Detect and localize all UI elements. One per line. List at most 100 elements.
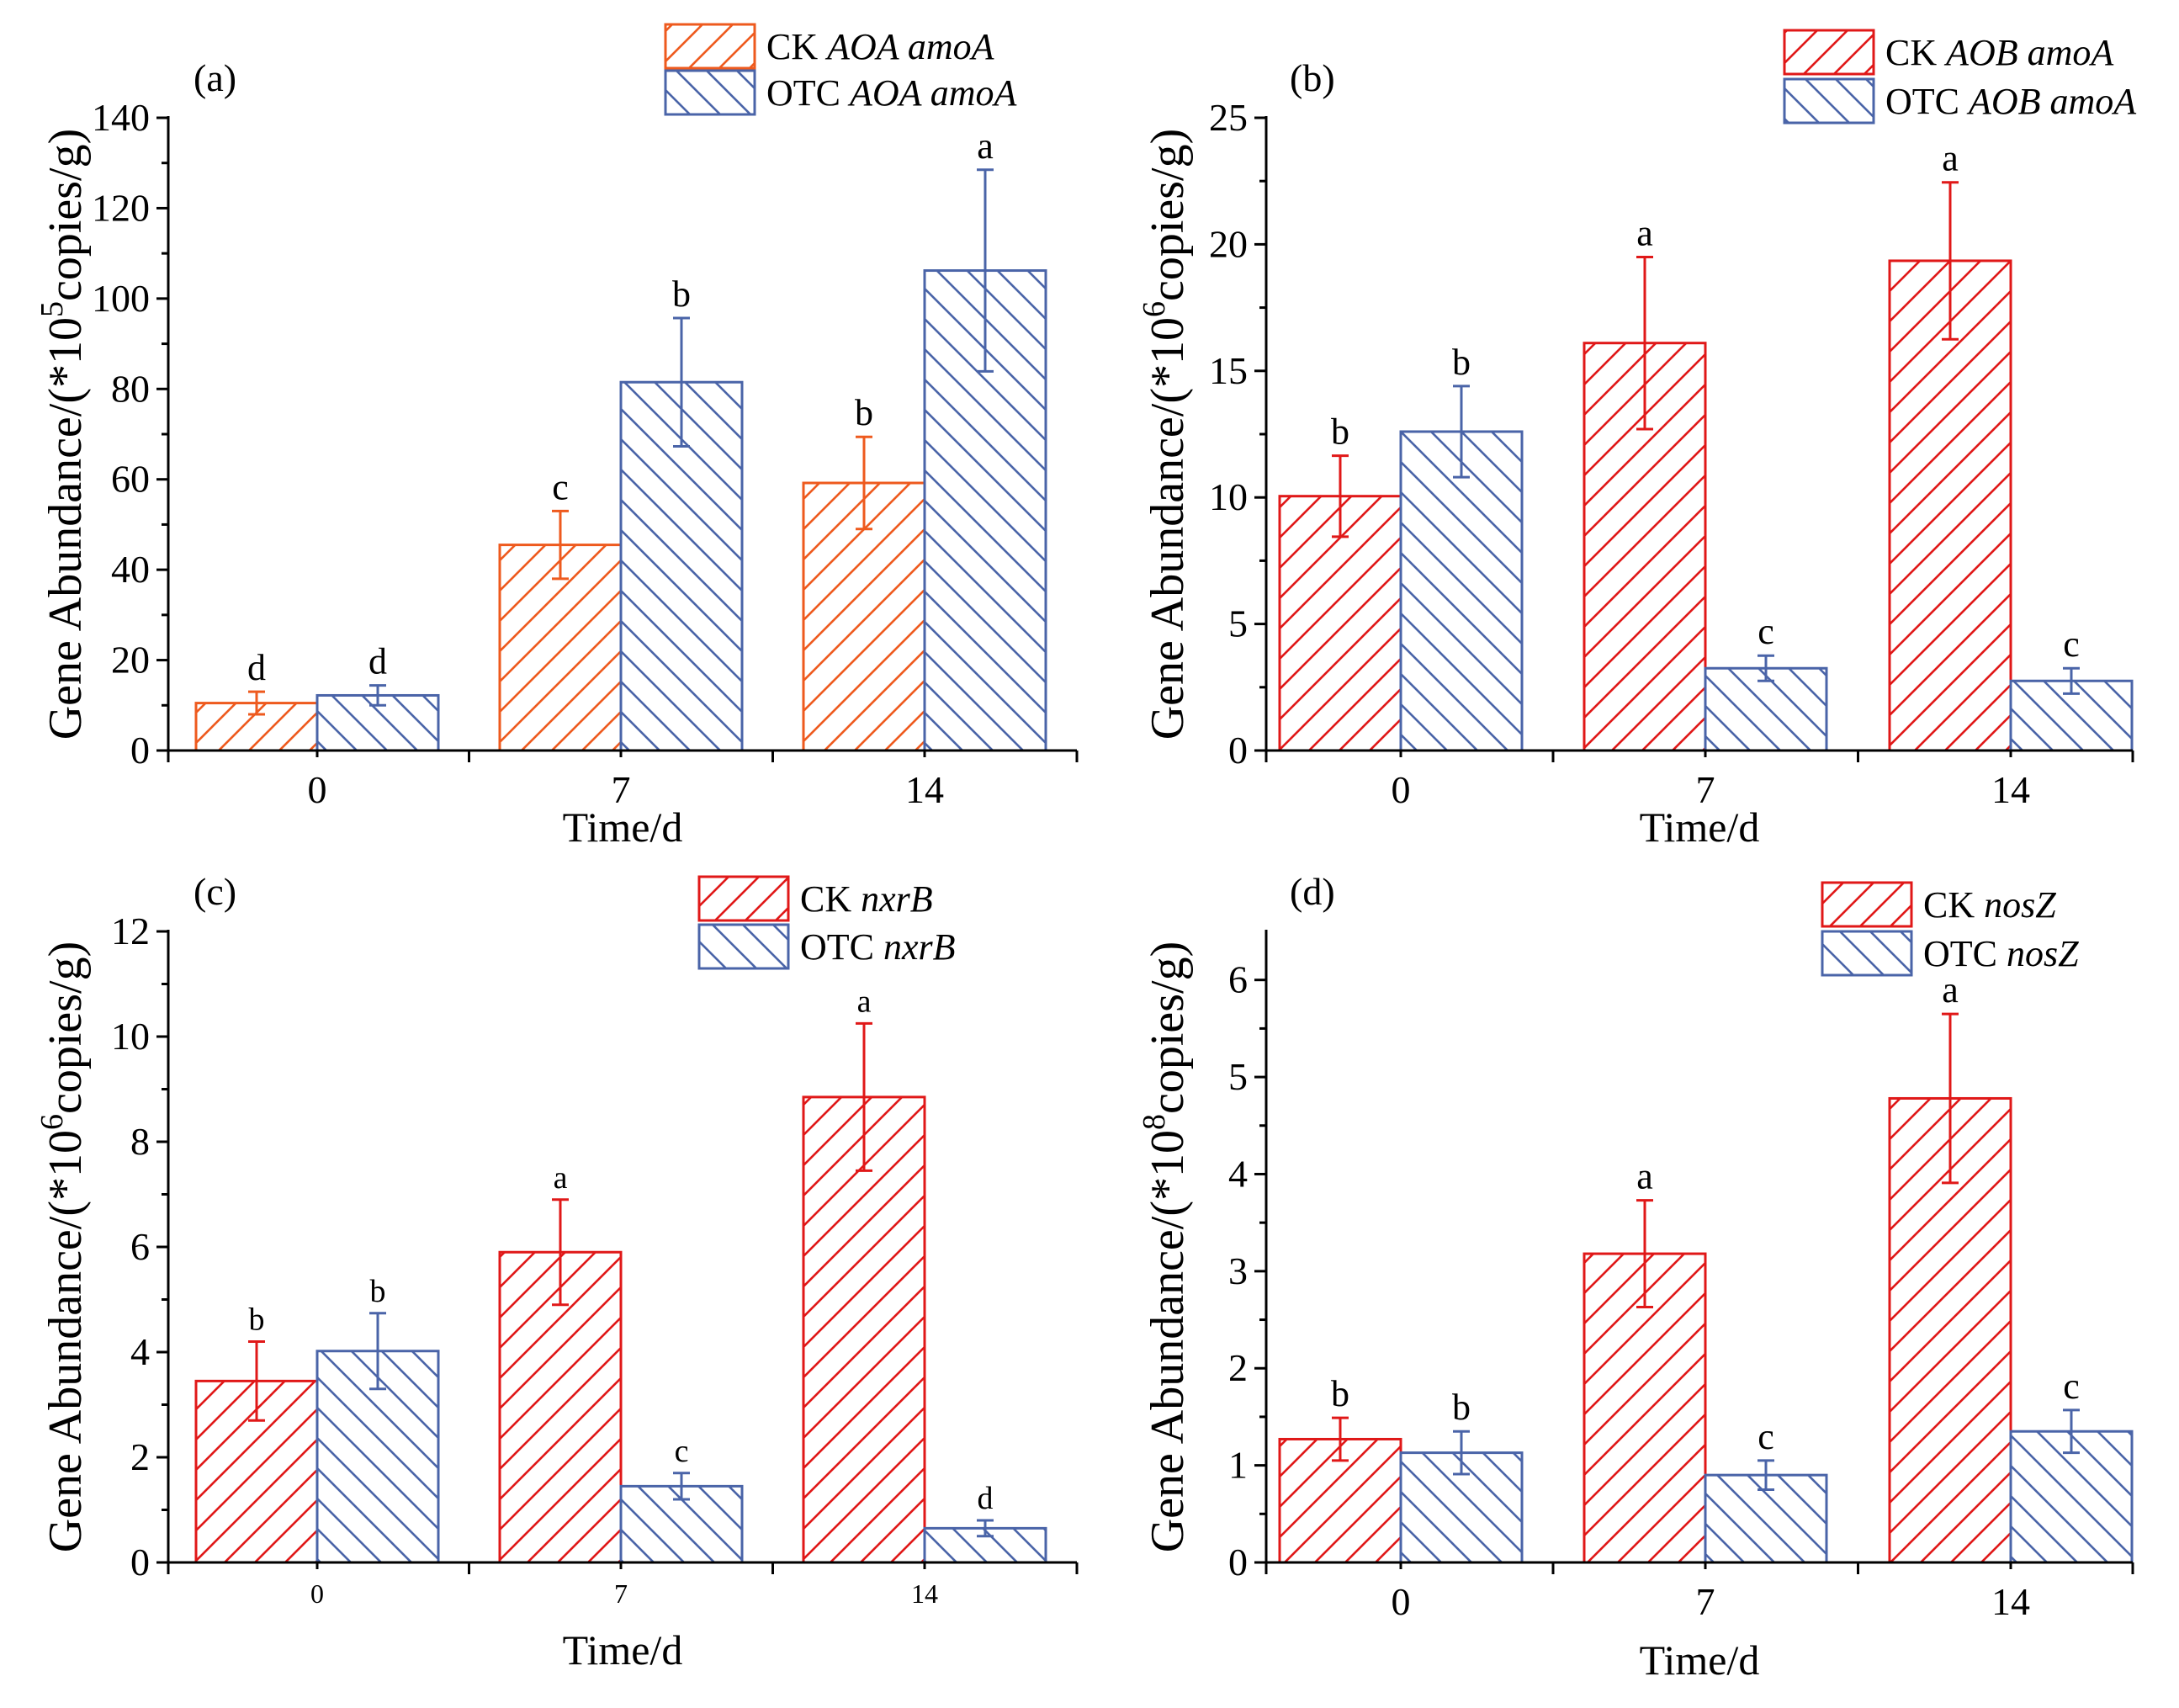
legend: CK nxrB OTC nxrB	[697, 875, 956, 970]
significance-letter: c	[1758, 1416, 1774, 1457]
y-tick-label: 6	[130, 1225, 150, 1268]
bar-otc-day-0	[1399, 430, 1524, 752]
y-tick-label: 25	[1209, 96, 1248, 139]
panel-label: (a)	[194, 56, 236, 99]
significance-letter: c	[2063, 623, 2080, 665]
chart-panel-3: b a a b c d 0 2 4 6 8 10 12 0 7 14 Time/d Gene Abundance/…	[34, 870, 1079, 1674]
significance-letter: b	[249, 1302, 265, 1338]
error-bar	[552, 509, 569, 581]
legend-label: OTC nxrB	[800, 926, 956, 968]
significance-letter: b	[1331, 1373, 1349, 1414]
significance-letter: c	[1758, 611, 1774, 652]
x-tick-label: 7	[614, 1578, 628, 1609]
x-tick-label: 14	[905, 768, 944, 811]
error-bar	[2063, 666, 2080, 695]
y-tick-label: 5	[1228, 602, 1248, 645]
significance-letter: d	[368, 641, 387, 682]
x-tick-label: 7	[1696, 1580, 1715, 1623]
panel-label: (d)	[1290, 870, 1335, 913]
error-bar	[1332, 1416, 1349, 1462]
legend: CK AOB amoA OTC AOB amoA	[1783, 29, 2137, 125]
x-tick-label: 14	[911, 1578, 938, 1609]
legend-swatch-ck	[664, 23, 756, 70]
x-tick-label: 14	[1991, 1580, 2030, 1623]
error-bar	[1758, 654, 1774, 682]
error-bar	[1758, 1459, 1774, 1491]
error-bar	[673, 1472, 690, 1501]
y-tick-label: 0	[130, 729, 150, 772]
error-bar	[248, 690, 265, 716]
error-bar	[856, 435, 872, 531]
error-bar	[1636, 255, 1653, 431]
error-bar	[248, 1340, 265, 1422]
legend: CK AOA amoA OTC AOA amoA	[664, 23, 1018, 116]
x-tick-label: 14	[1991, 768, 2030, 811]
y-tick-label: 8	[130, 1120, 150, 1163]
error-bar	[2063, 1408, 2080, 1455]
y-tick-label: 2	[130, 1435, 150, 1478]
y-tick-label: 0	[1228, 1541, 1248, 1583]
significance-letter: d	[978, 1481, 994, 1516]
chart-panel-1: d c b d b a 0 20 40 60 80 100 120 140 0 7 14 Time/d Gene A…	[34, 23, 1079, 851]
y-tick-label: 10	[1209, 475, 1248, 518]
y-tick-label: 4	[1228, 1152, 1248, 1195]
significance-letter: b	[1452, 1387, 1471, 1428]
legend-swatch-otc	[697, 923, 790, 970]
legend-swatch-ck	[697, 875, 790, 922]
error-bar	[1453, 385, 1470, 479]
significance-letter: a	[1942, 969, 1959, 1010]
error-bar	[977, 168, 994, 373]
significance-letter: a	[1636, 212, 1653, 253]
legend-swatch-ck	[1821, 881, 1913, 928]
legend-label: OTC AOA amoA	[766, 72, 1018, 114]
legend-label: CK nosZ	[1923, 884, 2056, 926]
chart-panel-4: b a a b c c 0 1 2 3 4 5 6 0 7 14 Time/d Gene Abundance/(*…	[1137, 870, 2134, 1684]
significance-letter: b	[1331, 411, 1349, 453]
significance-letter: b	[370, 1274, 386, 1309]
error-bar	[1942, 181, 1959, 341]
y-tick-label: 0	[1228, 729, 1248, 772]
significance-letter: b	[672, 273, 691, 315]
error-bar	[856, 1021, 872, 1172]
legend-swatch-otc	[1821, 930, 1913, 977]
panel-label: (b)	[1290, 56, 1335, 99]
y-tick-label: 4	[130, 1330, 150, 1373]
error-bar	[552, 1198, 569, 1307]
y-tick-label: 80	[111, 367, 150, 410]
y-tick-label: 20	[111, 639, 150, 682]
y-tick-label: 20	[1209, 222, 1248, 265]
y-tick-label: 140	[92, 96, 150, 139]
bar-ck-day-0	[1278, 495, 1402, 752]
significance-letter: a	[554, 1160, 568, 1196]
x-tick-label: 0	[308, 768, 327, 811]
y-tick-label: 0	[130, 1541, 150, 1583]
x-tick-label: 0	[310, 1578, 324, 1609]
legend-label: CK AOB amoA	[1885, 32, 2114, 73]
y-tick-label: 3	[1228, 1249, 1248, 1292]
x-tick-label: 7	[1696, 768, 1715, 811]
error-bar	[673, 316, 690, 448]
error-bar	[369, 1312, 386, 1391]
y-axis-label: Gene Abundance/(*106copies/g)	[34, 942, 92, 1553]
error-bar	[1636, 1199, 1653, 1309]
y-axis-label: Gene Abundance/(*106copies/g)	[1137, 129, 1194, 740]
bar-ck-day-14	[1888, 259, 2012, 752]
y-tick-label: 5	[1228, 1055, 1248, 1098]
y-tick-label: 60	[111, 458, 150, 501]
significance-letter: c	[2063, 1366, 2080, 1407]
significance-letter: b	[855, 392, 873, 433]
y-tick-label: 6	[1228, 958, 1248, 1001]
significance-letter: b	[1452, 342, 1471, 383]
y-tick-label: 12	[111, 910, 150, 952]
significance-letter: a	[1636, 1156, 1653, 1197]
significance-letter: c	[675, 1434, 689, 1469]
legend: CK nosZ OTC nosZ	[1821, 881, 2079, 977]
error-bar	[977, 1519, 994, 1538]
y-tick-label: 2	[1228, 1346, 1248, 1389]
y-axis-label: Gene Abundance/(*105copies/g)	[34, 129, 92, 740]
legend-label: CK AOA amoA	[766, 26, 995, 67]
legend-label: OTC AOB amoA	[1885, 81, 2137, 122]
y-tick-label: 15	[1209, 349, 1248, 392]
legend-swatch-otc	[664, 69, 756, 116]
